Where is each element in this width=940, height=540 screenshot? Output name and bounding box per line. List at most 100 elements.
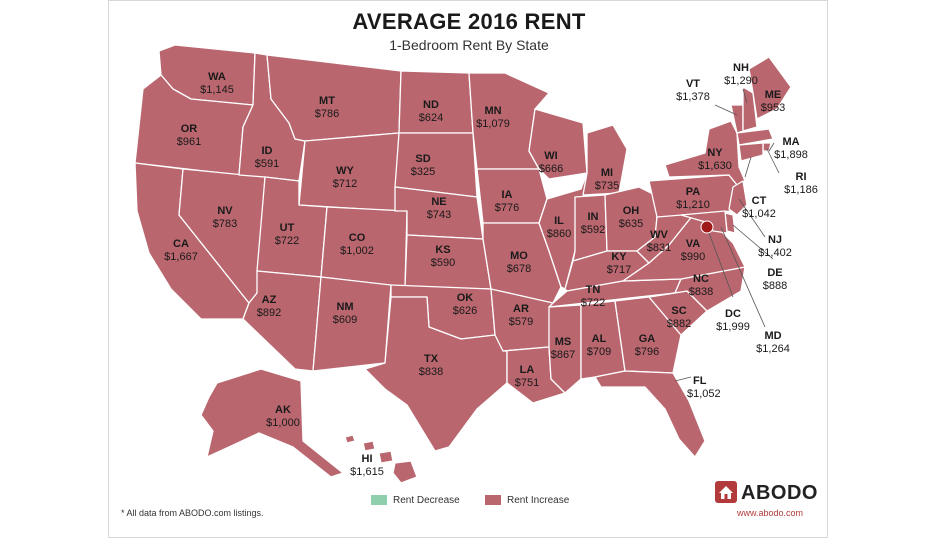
state-abbr: AZ: [262, 294, 277, 306]
legend-decrease: Rent Decrease: [371, 495, 460, 506]
state-rent: $1,630: [698, 160, 732, 172]
label-CO: CO$1,002: [340, 232, 374, 257]
state-rent: $1,290: [724, 75, 758, 87]
decrease-swatch: [371, 495, 387, 506]
state-abbr: ND: [423, 99, 439, 111]
brand-logo: ABODO: [715, 481, 818, 507]
legend-increase-label: Rent Increase: [507, 495, 570, 506]
state-NJ: [728, 180, 748, 216]
state-abbr: PA: [686, 186, 701, 198]
label-TX: TX$838: [419, 353, 443, 378]
callout-line: [766, 148, 780, 174]
state-abbr: TX: [424, 353, 439, 365]
state-rent: $990: [681, 251, 705, 263]
state-abbr: IA: [502, 189, 513, 201]
state-abbr: UT: [280, 222, 295, 234]
state-abbr: IL: [554, 215, 564, 227]
label-FL: FL$1,052: [687, 375, 721, 400]
state-rent: $1,052: [687, 388, 721, 400]
state-abbr: FL: [693, 375, 707, 387]
brand-url[interactable]: www.abodo.com: [737, 508, 804, 518]
state-abbr: AL: [592, 333, 607, 345]
label-NJ: NJ$1,402: [758, 234, 792, 259]
state-rent: $1,378: [676, 91, 710, 103]
state-rent: $579: [509, 316, 533, 328]
state-abbr: LA: [520, 364, 535, 376]
state-rent: $678: [507, 263, 531, 275]
dc-marker: [700, 220, 714, 234]
state-rent: $783: [213, 218, 237, 230]
state-rent: $635: [619, 218, 643, 230]
state-rent: $1,667: [164, 251, 198, 263]
label-MO: MO$678: [507, 250, 531, 275]
state-MA: [736, 128, 774, 146]
state-abbr: VT: [686, 78, 700, 90]
state-rent: $1,264: [756, 343, 790, 355]
label-NV: NV$783: [213, 205, 237, 230]
label-AK: AK$1,000: [266, 404, 300, 429]
state-rent: $735: [595, 180, 619, 192]
legend-increase: Rent Increase: [485, 495, 569, 506]
label-HI: HI$1,615: [350, 453, 384, 478]
label-ID: ID$591: [255, 145, 279, 170]
state-abbr: ID: [262, 145, 273, 157]
state-rent: $709: [587, 346, 611, 358]
label-RI: RI$1,186: [784, 171, 818, 196]
state-rent: $609: [333, 314, 357, 326]
state-rent: $1,615: [350, 466, 384, 478]
label-AL: AL$709: [587, 333, 611, 358]
callout-line: [720, 226, 766, 328]
state-rent: $1,000: [266, 417, 300, 429]
us-map: WA$1,145 OR$961 CA$1,667 NV$783 ID$591 M…: [134, 44, 818, 484]
state-rent: $717: [607, 264, 631, 276]
state-rent: $1,186: [784, 184, 818, 196]
state-rent: $1,402: [758, 247, 792, 259]
state-abbr: WV: [650, 229, 668, 241]
state-rent: $831: [647, 242, 671, 254]
data-source-note: * All data from ABODO.com listings.: [121, 508, 264, 518]
state-rent: $1,042: [742, 208, 776, 220]
label-VA: VA$990: [681, 238, 705, 263]
state-abbr: WY: [336, 165, 354, 177]
state-abbr: AK: [275, 404, 291, 416]
state-abbr: MT: [319, 95, 335, 107]
state-abbr: TN: [586, 284, 601, 296]
state-HI: [344, 434, 418, 484]
legend-decrease-label: Rent Decrease: [393, 495, 460, 506]
state-abbr: GA: [639, 333, 656, 345]
state-rent: $961: [177, 136, 201, 148]
state-abbr: KY: [611, 251, 627, 263]
callout-line: [708, 232, 734, 298]
state-abbr: NM: [336, 301, 353, 313]
label-DE: DE$888: [763, 267, 787, 292]
label-WY: WY$712: [333, 165, 357, 190]
state-rent: $591: [255, 158, 279, 170]
state-rent: $776: [495, 202, 519, 214]
state-rent: $882: [667, 318, 691, 330]
label-NH: NH$1,290: [724, 62, 758, 87]
state-abbr: CO: [349, 232, 366, 244]
label-TN: TN$722: [581, 284, 605, 309]
state-abbr: RI: [796, 171, 807, 183]
state-rent: $1,145: [200, 84, 234, 96]
state-rent: $1,002: [340, 245, 374, 257]
label-MI: MI$735: [595, 167, 619, 192]
state-SD: [394, 132, 478, 198]
callout-lines: [674, 88, 780, 382]
brand-name: ABODO: [741, 482, 818, 504]
state-rent: $1,079: [476, 118, 510, 130]
state-abbr: MI: [601, 167, 613, 179]
callout-line: [744, 156, 752, 178]
map-subtitle: 1-Bedroom Rent By State: [389, 37, 549, 53]
label-GA: GA$796: [635, 333, 659, 358]
state-abbr: DC: [725, 308, 741, 320]
label-OK: OK$626: [453, 292, 477, 317]
state-WI: [528, 108, 588, 180]
state-rent: $712: [333, 178, 357, 190]
label-VT: VT$1,378: [676, 78, 710, 103]
label-IL: IL$860: [547, 215, 571, 240]
state-rent: $751: [515, 377, 539, 389]
label-CA: CA$1,667: [164, 238, 198, 263]
label-WI: WI$666: [539, 150, 563, 175]
state-rent: $892: [257, 307, 281, 319]
